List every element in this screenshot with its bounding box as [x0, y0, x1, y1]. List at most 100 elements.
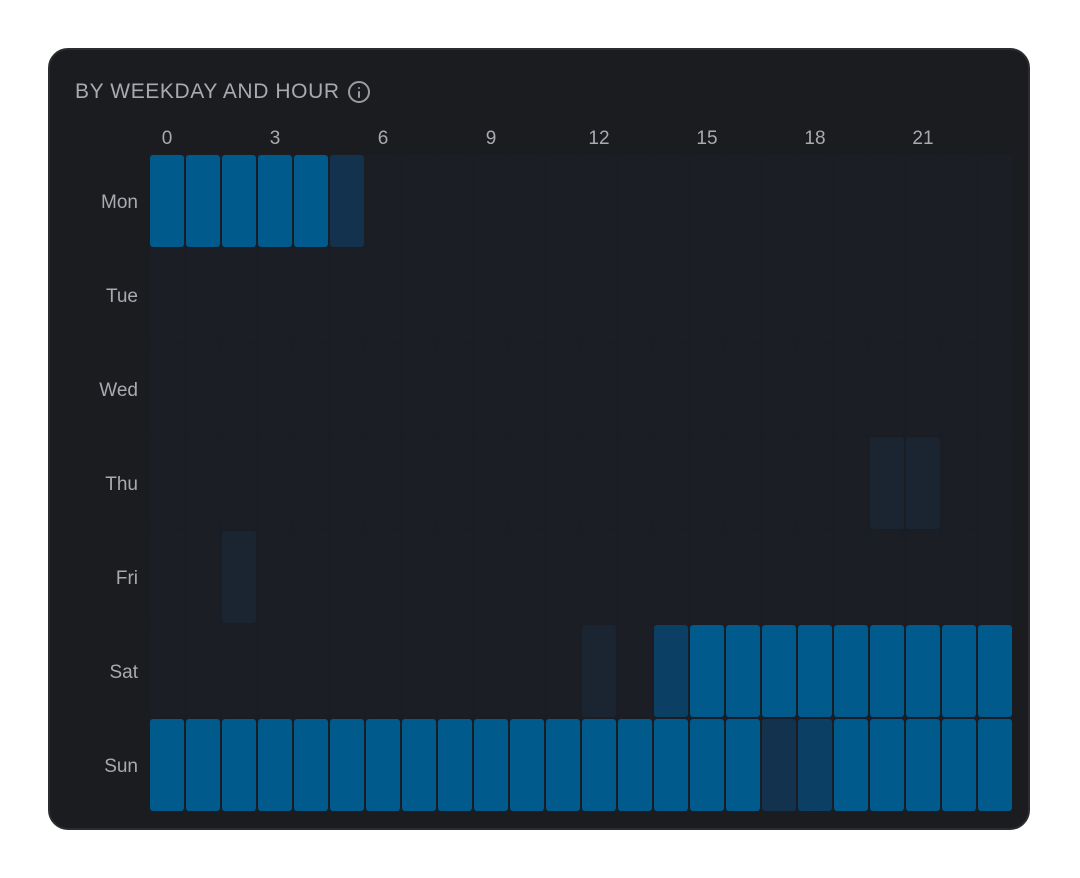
heatmap-cell-wed-4[interactable]: [294, 343, 328, 435]
heatmap-cell-tue-5[interactable]: [330, 249, 364, 341]
heatmap-cell-sun-12[interactable]: [582, 719, 616, 811]
heatmap-cell-sun-10[interactable]: [510, 719, 544, 811]
heatmap-cell-sun-2[interactable]: [222, 719, 256, 811]
heatmap-cell-wed-6[interactable]: [366, 343, 400, 435]
heatmap-cell-sat-1[interactable]: [186, 625, 220, 717]
heatmap-cell-sat-13[interactable]: [618, 625, 652, 717]
heatmap-cell-sun-8[interactable]: [438, 719, 472, 811]
heatmap-cell-fri-2[interactable]: [222, 531, 256, 623]
heatmap-cell-wed-20[interactable]: [870, 343, 904, 435]
heatmap-cell-tue-21[interactable]: [906, 249, 940, 341]
heatmap-cell-fri-10[interactable]: [510, 531, 544, 623]
heatmap-cell-sat-9[interactable]: [474, 625, 508, 717]
heatmap-cell-sat-5[interactable]: [330, 625, 364, 717]
heatmap-cell-fri-4[interactable]: [294, 531, 328, 623]
heatmap-cell-thu-4[interactable]: [294, 437, 328, 529]
heatmap-cell-fri-23[interactable]: [978, 531, 1012, 623]
heatmap-cell-sat-19[interactable]: [834, 625, 868, 717]
heatmap-cell-tue-4[interactable]: [294, 249, 328, 341]
heatmap-cell-mon-12[interactable]: [582, 155, 616, 247]
heatmap-cell-sat-15[interactable]: [690, 625, 724, 717]
heatmap-cell-tue-17[interactable]: [762, 249, 796, 341]
heatmap-cell-thu-21[interactable]: [906, 437, 940, 529]
heatmap-cell-wed-14[interactable]: [654, 343, 688, 435]
heatmap-cell-sat-6[interactable]: [366, 625, 400, 717]
heatmap-cell-tue-22[interactable]: [942, 249, 976, 341]
heatmap-cell-fri-15[interactable]: [690, 531, 724, 623]
heatmap-cell-sun-3[interactable]: [258, 719, 292, 811]
heatmap-cell-thu-19[interactable]: [834, 437, 868, 529]
heatmap-cell-sun-14[interactable]: [654, 719, 688, 811]
heatmap-cell-thu-20[interactable]: [870, 437, 904, 529]
heatmap-cell-tue-20[interactable]: [870, 249, 904, 341]
heatmap-cell-tue-16[interactable]: [726, 249, 760, 341]
heatmap-cell-fri-16[interactable]: [726, 531, 760, 623]
heatmap-cell-thu-23[interactable]: [978, 437, 1012, 529]
heatmap-cell-mon-0[interactable]: [150, 155, 184, 247]
heatmap-cell-sun-4[interactable]: [294, 719, 328, 811]
heatmap-cell-thu-16[interactable]: [726, 437, 760, 529]
heatmap-cell-mon-23[interactable]: [978, 155, 1012, 247]
heatmap-cell-sat-7[interactable]: [402, 625, 436, 717]
heatmap-cell-fri-17[interactable]: [762, 531, 796, 623]
heatmap-cell-mon-10[interactable]: [510, 155, 544, 247]
heatmap-cell-wed-8[interactable]: [438, 343, 472, 435]
heatmap-cell-sun-23[interactable]: [978, 719, 1012, 811]
heatmap-cell-sun-18[interactable]: [798, 719, 832, 811]
heatmap-cell-wed-2[interactable]: [222, 343, 256, 435]
heatmap-cell-sat-22[interactable]: [942, 625, 976, 717]
heatmap-cell-mon-9[interactable]: [474, 155, 508, 247]
heatmap-cell-sun-22[interactable]: [942, 719, 976, 811]
heatmap-cell-mon-20[interactable]: [870, 155, 904, 247]
heatmap-cell-fri-18[interactable]: [798, 531, 832, 623]
heatmap-cell-fri-11[interactable]: [546, 531, 580, 623]
heatmap-cell-mon-16[interactable]: [726, 155, 760, 247]
heatmap-cell-tue-10[interactable]: [510, 249, 544, 341]
heatmap-cell-mon-15[interactable]: [690, 155, 724, 247]
heatmap-cell-mon-14[interactable]: [654, 155, 688, 247]
heatmap-cell-fri-7[interactable]: [402, 531, 436, 623]
heatmap-cell-tue-11[interactable]: [546, 249, 580, 341]
heatmap-cell-tue-2[interactable]: [222, 249, 256, 341]
heatmap-cell-mon-21[interactable]: [906, 155, 940, 247]
heatmap-cell-wed-13[interactable]: [618, 343, 652, 435]
heatmap-cell-mon-2[interactable]: [222, 155, 256, 247]
heatmap-cell-thu-11[interactable]: [546, 437, 580, 529]
heatmap-cell-tue-15[interactable]: [690, 249, 724, 341]
heatmap-cell-tue-6[interactable]: [366, 249, 400, 341]
heatmap-cell-fri-9[interactable]: [474, 531, 508, 623]
heatmap-cell-mon-18[interactable]: [798, 155, 832, 247]
heatmap-cell-sat-10[interactable]: [510, 625, 544, 717]
heatmap-cell-wed-10[interactable]: [510, 343, 544, 435]
heatmap-cell-sat-2[interactable]: [222, 625, 256, 717]
heatmap-cell-tue-12[interactable]: [582, 249, 616, 341]
heatmap-cell-sun-1[interactable]: [186, 719, 220, 811]
heatmap-cell-mon-6[interactable]: [366, 155, 400, 247]
heatmap-cell-sun-6[interactable]: [366, 719, 400, 811]
heatmap-cell-thu-3[interactable]: [258, 437, 292, 529]
heatmap-cell-thu-5[interactable]: [330, 437, 364, 529]
heatmap-cell-thu-13[interactable]: [618, 437, 652, 529]
heatmap-cell-wed-16[interactable]: [726, 343, 760, 435]
heatmap-cell-fri-3[interactable]: [258, 531, 292, 623]
heatmap-cell-mon-11[interactable]: [546, 155, 580, 247]
heatmap-cell-fri-21[interactable]: [906, 531, 940, 623]
heatmap-cell-sat-17[interactable]: [762, 625, 796, 717]
heatmap-cell-mon-22[interactable]: [942, 155, 976, 247]
heatmap-cell-fri-6[interactable]: [366, 531, 400, 623]
heatmap-cell-wed-11[interactable]: [546, 343, 580, 435]
heatmap-cell-fri-5[interactable]: [330, 531, 364, 623]
heatmap-cell-thu-9[interactable]: [474, 437, 508, 529]
heatmap-cell-sun-5[interactable]: [330, 719, 364, 811]
heatmap-cell-mon-4[interactable]: [294, 155, 328, 247]
heatmap-cell-thu-17[interactable]: [762, 437, 796, 529]
heatmap-cell-sun-21[interactable]: [906, 719, 940, 811]
heatmap-cell-mon-1[interactable]: [186, 155, 220, 247]
heatmap-cell-sun-9[interactable]: [474, 719, 508, 811]
heatmap-cell-wed-21[interactable]: [906, 343, 940, 435]
heatmap-cell-mon-17[interactable]: [762, 155, 796, 247]
heatmap-cell-thu-14[interactable]: [654, 437, 688, 529]
heatmap-cell-thu-6[interactable]: [366, 437, 400, 529]
heatmap-cell-wed-23[interactable]: [978, 343, 1012, 435]
heatmap-cell-fri-1[interactable]: [186, 531, 220, 623]
